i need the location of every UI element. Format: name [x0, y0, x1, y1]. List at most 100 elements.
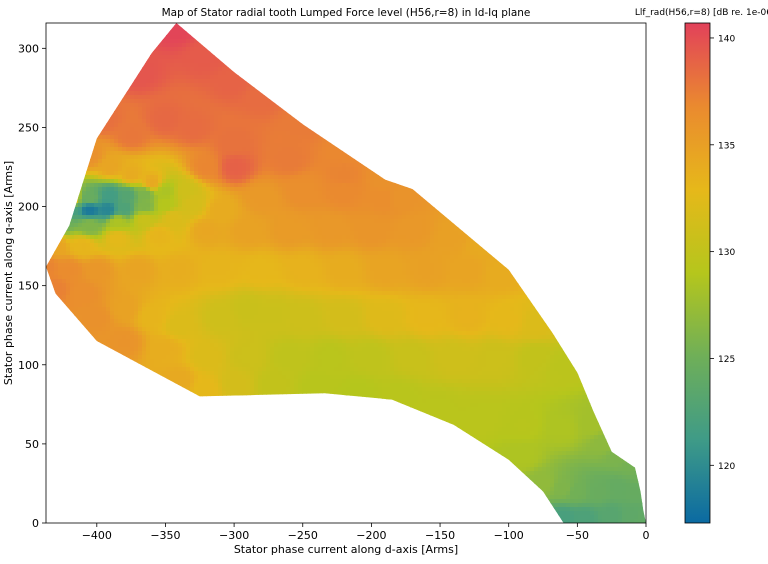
heat-cell	[126, 343, 131, 348]
heat-cell	[174, 339, 179, 344]
heat-cell	[154, 139, 159, 144]
heat-cell	[62, 255, 67, 260]
heat-cell	[146, 223, 151, 228]
heat-cell	[126, 111, 131, 116]
heat-cell	[110, 243, 115, 248]
heat-cell	[146, 163, 151, 168]
heat-cell	[198, 87, 203, 92]
heat-cell	[142, 171, 147, 176]
heat-cell	[158, 219, 163, 224]
heat-cell	[122, 267, 127, 272]
heat-cell	[190, 103, 195, 108]
heat-cell	[202, 391, 207, 396]
heat-cell	[110, 167, 115, 172]
heat-cell	[126, 231, 131, 236]
heat-cell	[118, 303, 123, 308]
heat-cell	[142, 207, 147, 212]
heat-cell	[134, 255, 139, 260]
heat-cell	[146, 263, 151, 268]
heat-cell	[158, 299, 163, 304]
heat-cell	[90, 303, 95, 308]
heat-cell	[190, 215, 195, 220]
heat-cell	[122, 295, 127, 300]
heat-cell	[126, 199, 131, 204]
heat-cell	[182, 263, 187, 268]
heat-cell	[178, 35, 183, 40]
heat-cell	[102, 315, 107, 320]
heat-cell	[190, 223, 195, 228]
heat-cell	[142, 183, 147, 188]
heat-cell	[90, 327, 95, 332]
heat-cell	[174, 63, 179, 68]
heat-cell	[54, 255, 59, 260]
heat-cell	[162, 143, 167, 148]
heat-cell	[66, 267, 71, 272]
heat-cell	[122, 219, 127, 224]
heat-cell	[174, 103, 179, 108]
heat-cell	[202, 59, 207, 64]
heat-cell	[158, 187, 163, 192]
heat-cell	[194, 99, 199, 104]
heat-cell	[178, 287, 183, 292]
heat-cell	[110, 335, 115, 340]
heat-cell	[134, 267, 139, 272]
heat-cell	[198, 311, 203, 316]
heat-cell	[150, 227, 155, 232]
heat-cell	[174, 35, 179, 40]
heat-cell	[166, 99, 171, 104]
heat-cell	[94, 171, 99, 176]
heat-cell	[134, 223, 139, 228]
heat-cell	[102, 327, 107, 332]
heat-cell	[70, 219, 75, 224]
heat-cell	[178, 283, 183, 288]
heat-cell	[150, 279, 155, 284]
heat-cell	[74, 303, 79, 308]
heat-cell	[150, 367, 155, 372]
heat-cell	[166, 311, 171, 316]
heat-cell	[174, 311, 179, 316]
heat-cell	[86, 307, 91, 312]
heat-cell	[194, 67, 199, 72]
heat-cell	[182, 79, 187, 84]
heat-cell	[182, 75, 187, 80]
heat-cell	[138, 199, 143, 204]
heat-cell	[162, 123, 167, 128]
heat-cell	[158, 79, 163, 84]
heat-cell	[170, 171, 175, 176]
heat-cell	[158, 335, 163, 340]
heat-cell	[74, 219, 79, 224]
heat-cell	[198, 387, 203, 392]
heat-cell	[170, 35, 175, 40]
heat-cell	[170, 207, 175, 212]
heat-cell	[146, 171, 151, 176]
heat-cell	[98, 187, 103, 192]
heat-cell	[146, 59, 151, 64]
heat-cell	[198, 227, 203, 232]
heat-cell	[158, 291, 163, 296]
heat-cell	[174, 335, 179, 340]
heat-cell	[134, 295, 139, 300]
heat-cell	[118, 323, 123, 328]
heat-cell	[158, 199, 163, 204]
heat-cell	[182, 307, 187, 312]
heat-cell	[190, 367, 195, 372]
heat-cell	[122, 339, 127, 344]
heat-cell	[190, 95, 195, 100]
heat-cell	[106, 127, 111, 132]
heat-cell	[158, 47, 163, 52]
heat-cell	[170, 287, 175, 292]
heat-cell	[110, 279, 115, 284]
heat-cell	[170, 195, 175, 200]
heat-cell	[98, 275, 103, 280]
heat-cell	[86, 255, 91, 260]
heat-cell	[86, 191, 91, 196]
heat-cell	[182, 151, 187, 156]
heat-cell	[182, 243, 187, 248]
heat-cell	[174, 259, 179, 264]
heat-cell	[94, 307, 99, 312]
heat-cell	[106, 311, 111, 316]
heat-cell	[98, 215, 103, 220]
heat-cell	[166, 351, 171, 356]
heat-cell	[202, 279, 207, 284]
